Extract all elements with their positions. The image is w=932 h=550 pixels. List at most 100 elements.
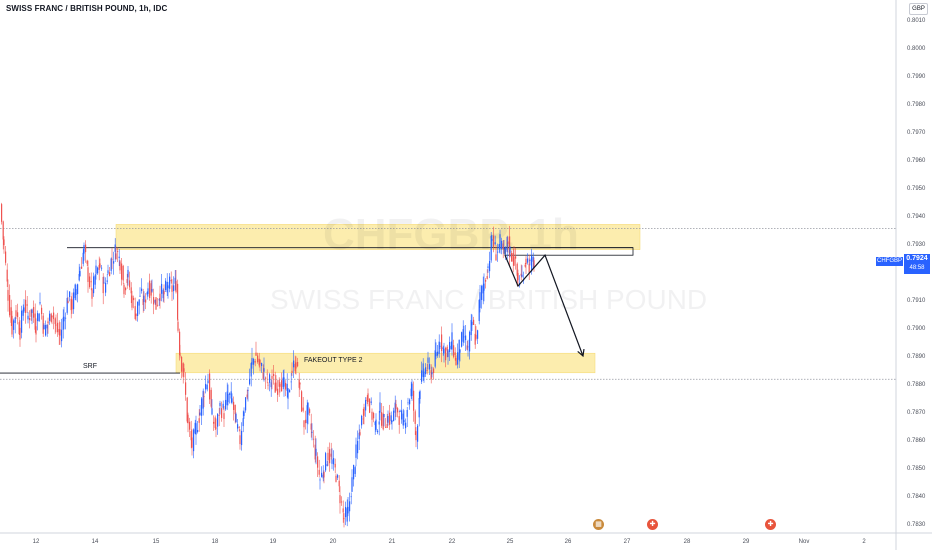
candle	[493, 235, 495, 247]
supply-demand-zone[interactable]	[175, 352, 596, 374]
candle	[449, 342, 451, 353]
candle	[255, 352, 257, 356]
supply-demand-zone[interactable]	[115, 224, 641, 250]
candle	[461, 332, 463, 347]
earnings-icon[interactable]: ✚	[765, 519, 776, 530]
candle	[34, 313, 36, 330]
currency-button[interactable]: GBP	[909, 3, 928, 15]
candle	[471, 321, 473, 326]
candle	[298, 379, 300, 388]
candle	[3, 239, 5, 246]
candle	[529, 260, 531, 261]
candle	[515, 256, 517, 259]
candle	[411, 383, 413, 396]
candle	[218, 415, 220, 416]
candle	[409, 399, 411, 405]
earnings-icon[interactable]: ✚	[647, 519, 658, 530]
candle	[422, 363, 424, 377]
y-tick-label: 0.7870	[907, 410, 926, 416]
candle	[315, 448, 317, 456]
y-tick-label: 0.7840	[907, 494, 926, 500]
candle	[487, 266, 489, 268]
candle	[305, 419, 307, 424]
candle	[277, 388, 279, 395]
candle	[341, 501, 343, 503]
candle	[505, 247, 507, 251]
candle	[15, 310, 17, 317]
candle	[181, 356, 183, 372]
candle	[397, 408, 399, 413]
candle	[362, 418, 364, 420]
candle	[381, 412, 383, 426]
x-tick-label: 14	[92, 539, 99, 545]
candle	[33, 307, 35, 318]
candle	[293, 360, 295, 368]
candle	[113, 261, 115, 264]
candle	[70, 298, 72, 311]
candle	[429, 364, 431, 370]
candle	[199, 412, 201, 415]
candle	[142, 299, 144, 306]
candle	[5, 251, 7, 263]
candle	[401, 410, 403, 420]
candle	[41, 307, 43, 315]
candle	[370, 401, 372, 403]
candle	[135, 313, 137, 317]
candle	[311, 431, 313, 433]
calendar-event-icon[interactable]: ▦	[593, 519, 604, 530]
candle	[382, 413, 384, 430]
candle	[235, 413, 237, 423]
candle	[483, 283, 485, 291]
candle	[111, 258, 113, 260]
candle	[342, 508, 344, 513]
candle	[387, 416, 389, 423]
x-tick-label: 19	[270, 539, 277, 545]
candle	[211, 408, 213, 415]
candle	[410, 388, 412, 397]
candle	[353, 465, 355, 480]
projection-arrowhead	[577, 348, 585, 358]
x-tick-label: 25	[507, 539, 514, 545]
candle	[350, 496, 352, 498]
candle	[263, 368, 265, 372]
candle	[173, 285, 175, 292]
candle	[274, 382, 276, 393]
fakeout-label: FAKEOUT TYPE 2	[304, 357, 363, 364]
candle	[62, 317, 64, 330]
candle	[94, 275, 96, 285]
candle	[491, 238, 493, 241]
projection-path[interactable]	[504, 254, 584, 357]
candle	[257, 355, 259, 363]
candle	[102, 277, 104, 294]
candle	[415, 431, 417, 441]
candle	[291, 370, 293, 373]
candle	[207, 380, 209, 384]
candle	[434, 350, 436, 367]
candle	[287, 388, 289, 399]
candle	[386, 424, 388, 428]
candle	[209, 373, 211, 400]
candle	[161, 283, 163, 294]
candle	[31, 309, 33, 313]
candle	[9, 295, 11, 316]
candle	[79, 271, 81, 277]
candle	[533, 260, 535, 267]
candle	[129, 280, 131, 288]
candle	[126, 279, 128, 283]
candle	[19, 327, 21, 340]
candle	[373, 413, 375, 419]
candle	[242, 418, 244, 427]
candle	[114, 244, 116, 252]
y-tick-label: 0.7930	[907, 242, 926, 248]
candle	[38, 313, 40, 322]
range-box[interactable]	[504, 247, 634, 256]
candle	[259, 360, 261, 365]
candle	[23, 307, 25, 312]
candle	[169, 276, 171, 289]
candle	[78, 273, 80, 281]
candle	[489, 261, 491, 272]
candle	[458, 339, 460, 360]
candle	[390, 415, 392, 421]
